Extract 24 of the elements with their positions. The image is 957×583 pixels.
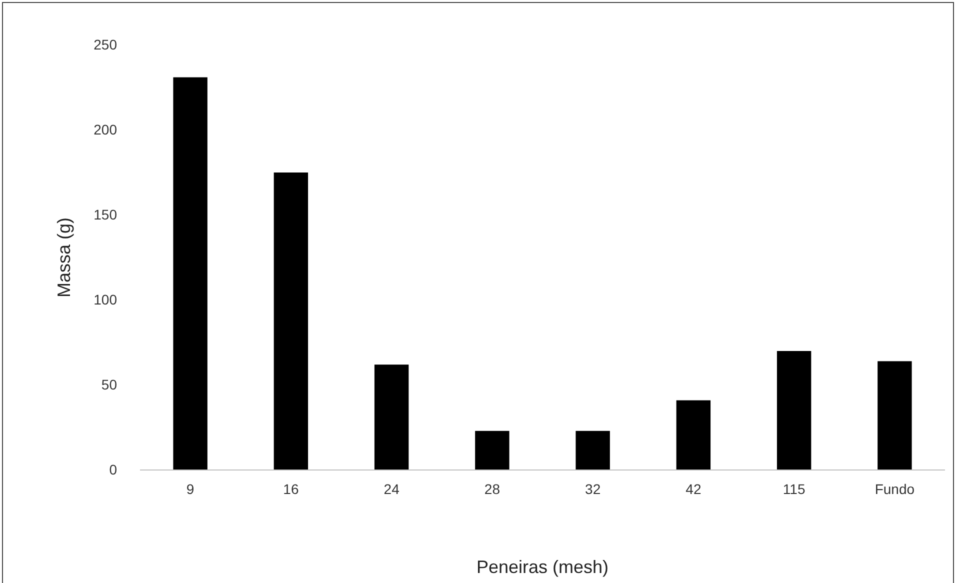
- x-tick-label: 16: [283, 481, 299, 497]
- bar: [576, 430, 610, 470]
- x-tick-label: 32: [585, 481, 601, 497]
- bar: [676, 400, 711, 470]
- bar: [878, 361, 912, 470]
- y-tick-label: 0: [109, 461, 118, 478]
- bar: [776, 351, 812, 470]
- x-tick-label: Fundo: [874, 481, 915, 497]
- x-tick-label: 42: [686, 481, 702, 497]
- y-tick-label: 100: [94, 291, 118, 308]
- bar: [173, 77, 208, 470]
- bar: [274, 172, 308, 470]
- y-tick-label: 200: [94, 121, 118, 138]
- bar: [374, 364, 409, 470]
- y-tick-label: 250: [94, 36, 118, 52]
- y-tick-label: 50: [101, 376, 118, 392]
- x-tick-label: 115: [782, 481, 806, 497]
- bar: [475, 430, 510, 470]
- y-tick-label: 150: [94, 206, 118, 222]
- x-tick-label: 24: [384, 481, 400, 497]
- x-axis-title: Peneiras (mesh): [476, 557, 609, 577]
- x-tick-label: 9: [186, 481, 194, 497]
- y-axis-title: Massa (g): [54, 217, 74, 298]
- x-tick-label: 28: [484, 481, 500, 497]
